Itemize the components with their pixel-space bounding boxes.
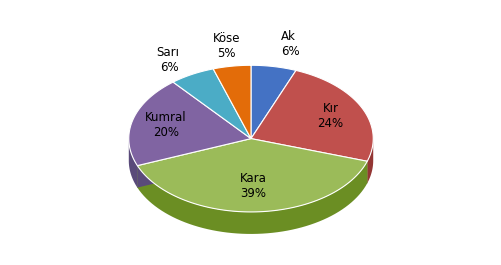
Text: Kır
24%: Kır 24% (317, 102, 343, 130)
Polygon shape (213, 65, 250, 139)
Polygon shape (129, 82, 250, 166)
Polygon shape (137, 161, 367, 234)
Polygon shape (250, 65, 296, 139)
Text: Kumral
20%: Kumral 20% (145, 112, 186, 139)
Text: Kara
39%: Kara 39% (239, 172, 267, 200)
Polygon shape (250, 139, 367, 183)
Polygon shape (129, 140, 137, 188)
Text: Köse
5%: Köse 5% (212, 32, 240, 60)
Text: Sarı
6%: Sarı 6% (156, 46, 179, 74)
Polygon shape (137, 139, 250, 188)
Polygon shape (250, 139, 367, 183)
Polygon shape (250, 70, 372, 161)
Polygon shape (137, 139, 367, 212)
Text: Ak
6%: Ak 6% (281, 29, 299, 58)
Polygon shape (173, 69, 250, 139)
Polygon shape (367, 139, 372, 183)
Polygon shape (137, 139, 250, 188)
